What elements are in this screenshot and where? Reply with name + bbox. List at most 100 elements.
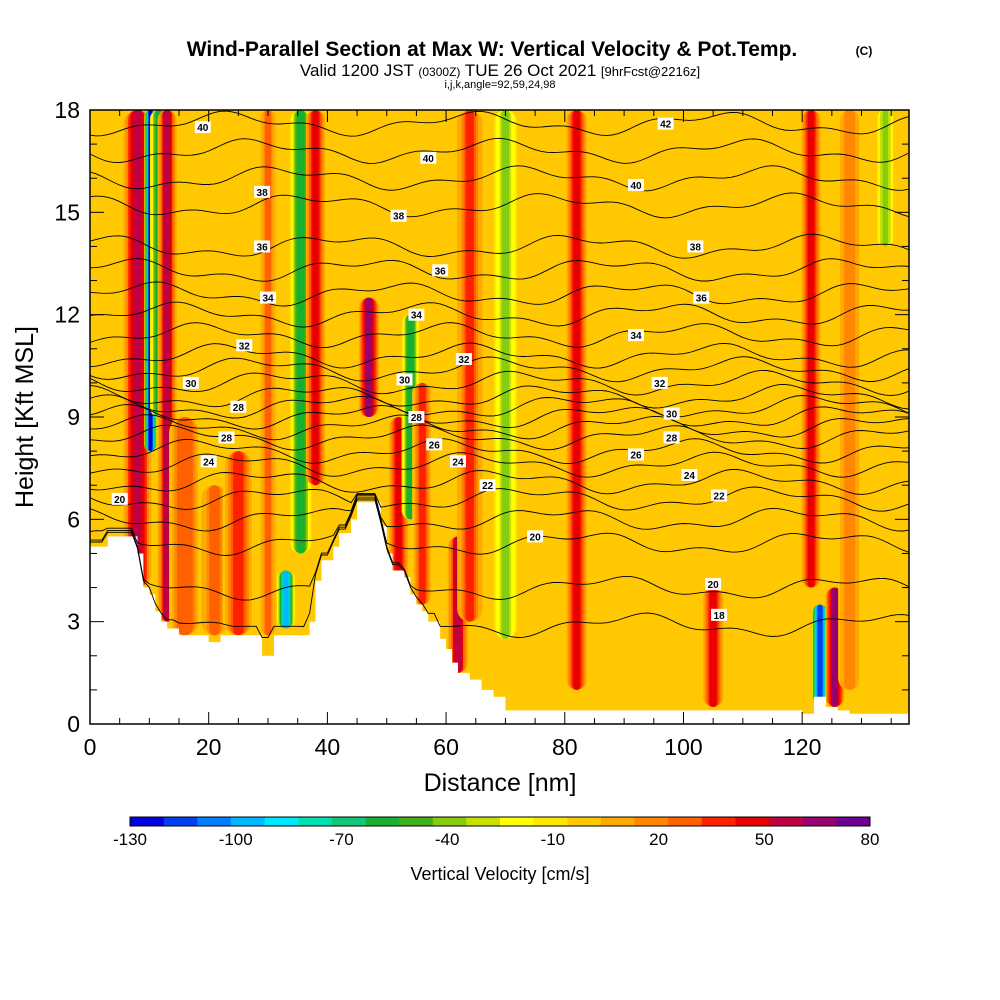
contour-label-bg bbox=[254, 185, 271, 198]
plot-area: 40 40 42 38 38 40 36 36 38 34 34 36 32 32 34 30 30 32 28 28… bbox=[90, 110, 909, 724]
y-tick-label: 0 bbox=[67, 711, 80, 737]
contour-label-bg bbox=[663, 407, 680, 420]
x-tick-label: 80 bbox=[552, 734, 578, 760]
colorbar-swatch bbox=[701, 817, 736, 826]
contour-label: 42 bbox=[660, 120, 672, 131]
isentrope-line bbox=[90, 356, 909, 383]
velocity-band bbox=[395, 417, 402, 588]
contour-label-bg bbox=[705, 578, 722, 591]
contour-label-bg bbox=[236, 339, 253, 352]
colorbar-swatch bbox=[331, 817, 366, 826]
isentrope-line bbox=[90, 369, 909, 396]
isentrope-line bbox=[90, 499, 909, 638]
contour-label-bg bbox=[479, 479, 496, 492]
x-tick-label: 40 bbox=[315, 734, 341, 760]
velocity-streak bbox=[566, 110, 587, 690]
isentropes bbox=[90, 110, 909, 638]
colorbar-tick-label: -70 bbox=[329, 830, 354, 849]
velocity-band bbox=[164, 110, 171, 622]
isentrope-line bbox=[90, 258, 909, 282]
isentrope-line bbox=[90, 281, 909, 307]
velocity-streak bbox=[702, 587, 724, 707]
x-tick-label: 120 bbox=[783, 734, 821, 760]
y-tick-label: 18 bbox=[54, 97, 80, 123]
colorbar-tick-label: 50 bbox=[755, 830, 774, 849]
colorbar-swatch bbox=[735, 817, 770, 826]
isentrope-line bbox=[90, 497, 909, 601]
colorbar-swatch bbox=[500, 817, 535, 826]
contour-label-bg bbox=[681, 468, 698, 481]
velocity-streak bbox=[123, 110, 152, 588]
colorbar-swatch bbox=[769, 817, 804, 826]
contour-label: 24 bbox=[452, 457, 464, 468]
contour-label: 30 bbox=[666, 410, 678, 421]
valid-date: TUE 26 Oct 2021 bbox=[465, 61, 596, 80]
velocity-band bbox=[312, 110, 319, 486]
valid-utc: (0300Z) bbox=[418, 65, 460, 79]
y-tick-label: 15 bbox=[54, 199, 80, 225]
velocity-band bbox=[882, 110, 888, 247]
velocity-band bbox=[831, 587, 838, 707]
isentrope-line bbox=[90, 451, 909, 478]
isentrope-line bbox=[90, 404, 909, 430]
colorbar-tick-label: -100 bbox=[219, 830, 253, 849]
contour-label-bg bbox=[527, 530, 544, 543]
colorbar-swatch bbox=[163, 817, 198, 826]
contour-label-bg bbox=[663, 431, 680, 444]
contour-label: 40 bbox=[423, 154, 435, 165]
contour-label-bg bbox=[628, 448, 644, 461]
contour-label-bg bbox=[651, 376, 668, 389]
contour-label-bg bbox=[254, 240, 271, 253]
contour-label-bg bbox=[657, 117, 674, 130]
contour-label-bg bbox=[408, 411, 425, 423]
velocity-band bbox=[573, 110, 580, 690]
grid-indices: i,j,k,angle=92,59,24,98 bbox=[444, 79, 555, 91]
contour-label-bg bbox=[449, 455, 466, 468]
contour-label: 26 bbox=[429, 440, 441, 451]
y-tick-label: 9 bbox=[67, 404, 80, 430]
isentrope-line bbox=[90, 494, 909, 532]
contour-label: 20 bbox=[530, 532, 542, 543]
velocity-streak bbox=[222, 451, 255, 636]
forecast-info: [9hrFcst@2216z] bbox=[601, 64, 700, 79]
velocity-streak bbox=[276, 570, 295, 629]
isentrope-line bbox=[90, 192, 909, 219]
colorbar-swatch bbox=[634, 817, 669, 826]
contour-label-bg bbox=[455, 353, 472, 366]
contour-label: 34 bbox=[411, 311, 423, 322]
contour-label: 24 bbox=[684, 471, 696, 482]
contour-label-bg bbox=[711, 489, 728, 502]
colorbar-swatch bbox=[466, 817, 501, 826]
colorbar-swatch bbox=[365, 817, 400, 826]
isentrope-line bbox=[90, 137, 909, 164]
contour-label-bg bbox=[426, 438, 443, 451]
contour-label: 38 bbox=[393, 212, 405, 223]
contour-label: 36 bbox=[696, 294, 708, 305]
contour-label-bg bbox=[711, 608, 728, 621]
contour-label-bg bbox=[628, 329, 644, 342]
colorbar-swatch bbox=[197, 817, 232, 826]
velocity-band bbox=[419, 382, 426, 605]
velocity-streak bbox=[289, 110, 312, 554]
contour-labels: 40 40 42 38 38 40 36 36 38 34 34 36 32 32 34 30 30 32 28 28… bbox=[111, 117, 728, 622]
velocity-band bbox=[297, 110, 305, 554]
colorbar-tick-label: -130 bbox=[113, 830, 147, 849]
colorbar-swatch bbox=[600, 817, 636, 826]
isentrope-line bbox=[90, 438, 909, 465]
y-tick-label: 3 bbox=[67, 609, 80, 635]
colorbar-swatch bbox=[130, 817, 165, 826]
colorbar-label: Vertical Velocity [cm/s] bbox=[410, 864, 589, 884]
velocity-band bbox=[233, 451, 244, 636]
contour-label: 20 bbox=[708, 580, 720, 591]
colorbar-swatch bbox=[399, 817, 434, 826]
contour-label: 34 bbox=[630, 331, 642, 342]
valid-time-line: Valid 1200 JST (0300Z) TUE 26 Oct 2021 [… bbox=[300, 61, 700, 80]
colorbar-frame bbox=[129, 816, 871, 827]
contour-label: 22 bbox=[482, 481, 494, 492]
colorbar-tick-label: -10 bbox=[541, 830, 566, 849]
isentrope-line bbox=[90, 110, 909, 137]
colorbar-swatch bbox=[533, 817, 568, 826]
x-tick-label: 100 bbox=[664, 734, 702, 760]
velocity-band bbox=[465, 110, 474, 622]
contour-label-bg bbox=[111, 492, 128, 505]
